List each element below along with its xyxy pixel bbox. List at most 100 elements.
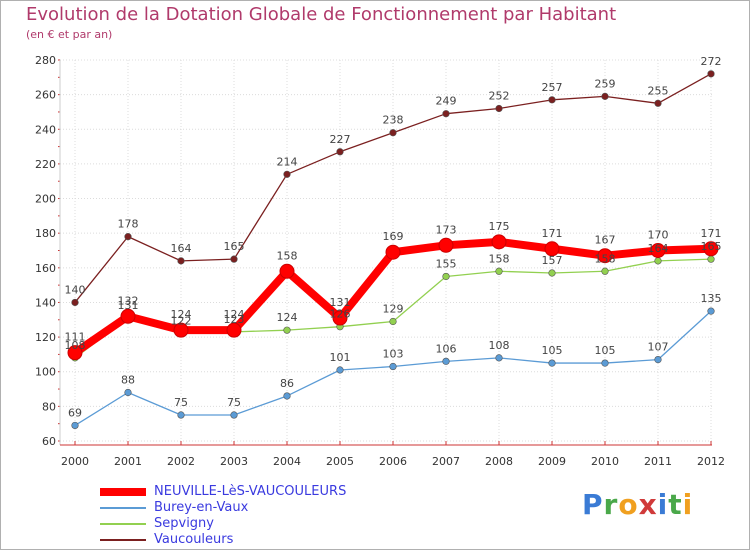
y-tick-label: 200	[35, 193, 56, 206]
data-point	[438, 237, 454, 253]
grid	[60, 59, 712, 442]
data-point	[654, 99, 662, 107]
data-point	[597, 248, 613, 264]
data-label: 171	[701, 227, 722, 240]
data-label: 122	[171, 315, 192, 328]
x-tick-label: 2003	[220, 455, 248, 468]
legend-swatch	[100, 539, 146, 541]
data-point	[332, 310, 348, 326]
data-point	[124, 233, 132, 241]
legend-swatch	[100, 523, 146, 525]
data-point	[491, 234, 507, 250]
x-tick-label: 2012	[697, 455, 725, 468]
data-point	[283, 326, 291, 334]
data-point	[389, 317, 397, 326]
y-tick-label: 100	[35, 366, 56, 379]
x-tick-label: 2004	[273, 455, 301, 468]
data-label: 272	[701, 55, 722, 68]
y-tick-label: 160	[35, 262, 56, 275]
legend-label: NEUVILLE-LèS-VAUCOULEURS	[154, 484, 347, 499]
data-point	[226, 322, 242, 338]
y-tick-label: 240	[35, 123, 56, 136]
data-point	[654, 356, 662, 364]
data-label: 124	[277, 311, 298, 324]
data-label: 140	[65, 283, 86, 296]
data-label: 75	[227, 396, 241, 409]
data-point	[495, 354, 503, 362]
data-labels: 69 88 75 75 86 101 103 106 108 105 105 107 135 108 131…	[65, 55, 722, 420]
data-label: 108	[65, 339, 86, 352]
data-label: 129	[383, 303, 404, 316]
data-label: 227	[330, 133, 351, 146]
data-label: 107	[648, 341, 669, 354]
x-tick-label: 2005	[326, 455, 354, 468]
data-label: 126	[330, 308, 351, 321]
data-point	[707, 255, 715, 263]
data-label: 123	[224, 313, 245, 326]
x-tick-label: 2006	[379, 455, 407, 468]
data-point	[654, 257, 662, 265]
series	[67, 70, 719, 430]
data-label: 165	[224, 240, 245, 253]
data-point	[173, 322, 189, 338]
data-label: 105	[542, 344, 563, 357]
data-point	[230, 255, 238, 263]
y-tick-label: 120	[35, 331, 56, 344]
data-point	[120, 308, 136, 324]
data-label: 170	[648, 229, 669, 242]
legend-swatch	[100, 488, 146, 496]
data-point	[336, 148, 344, 156]
data-point	[177, 257, 185, 265]
data-label: 158	[595, 252, 616, 265]
data-point	[495, 267, 503, 275]
x-tick-label: 2000	[61, 455, 89, 468]
data-point	[544, 241, 560, 257]
x-tick-label: 2008	[485, 455, 513, 468]
x-tick-label: 2011	[644, 455, 672, 468]
legend-item: Vaucouleurs	[100, 532, 346, 548]
data-point	[389, 362, 397, 371]
x-tick-label: 2010	[591, 455, 619, 468]
data-label: 111	[65, 331, 86, 344]
data-label: 103	[383, 348, 404, 361]
x-tick-label: 2009	[538, 455, 566, 468]
data-point	[548, 359, 556, 367]
data-label: 257	[542, 81, 563, 94]
data-point	[442, 357, 450, 365]
data-point	[495, 104, 503, 113]
legend-item: Burey-en-Vaux	[100, 500, 346, 516]
data-label: 124	[224, 308, 245, 321]
data-point	[124, 388, 132, 397]
y-tick-label: 180	[35, 227, 56, 240]
data-label: 255	[648, 84, 669, 97]
data-point	[389, 129, 397, 137]
data-point	[385, 244, 401, 260]
data-label: 155	[436, 257, 457, 270]
data-point	[442, 272, 450, 281]
data-label: 214	[277, 155, 298, 168]
data-label: 175	[489, 220, 510, 233]
data-label: 135	[701, 292, 722, 305]
data-point	[707, 307, 715, 315]
data-point	[703, 241, 719, 257]
data-label: 167	[595, 234, 616, 247]
data-point	[548, 269, 556, 277]
y-tick-label: 60	[42, 435, 56, 448]
data-point	[67, 345, 83, 361]
legend: NEUVILLE-LèS-VAUCOULEURS Burey-en-Vaux Sep…	[100, 484, 346, 548]
chart-title: Evolution de la Dotation Globale de Fonc…	[26, 4, 617, 25]
data-label: 249	[436, 95, 457, 108]
data-label: 169	[383, 230, 404, 243]
y-tick-label: 140	[35, 296, 56, 309]
data-label: 75	[174, 396, 188, 409]
legend-label: Vaucouleurs	[154, 532, 234, 547]
y-tick-label: 220	[35, 158, 56, 171]
data-label: 124	[171, 308, 192, 321]
proxiti-logo: Proxiti	[582, 488, 694, 521]
data-label: 157	[542, 254, 563, 267]
legend-label: Sepvigny	[154, 516, 214, 531]
y-tick-label: 280	[35, 54, 56, 67]
data-point	[336, 366, 344, 374]
data-label: 164	[648, 242, 669, 255]
